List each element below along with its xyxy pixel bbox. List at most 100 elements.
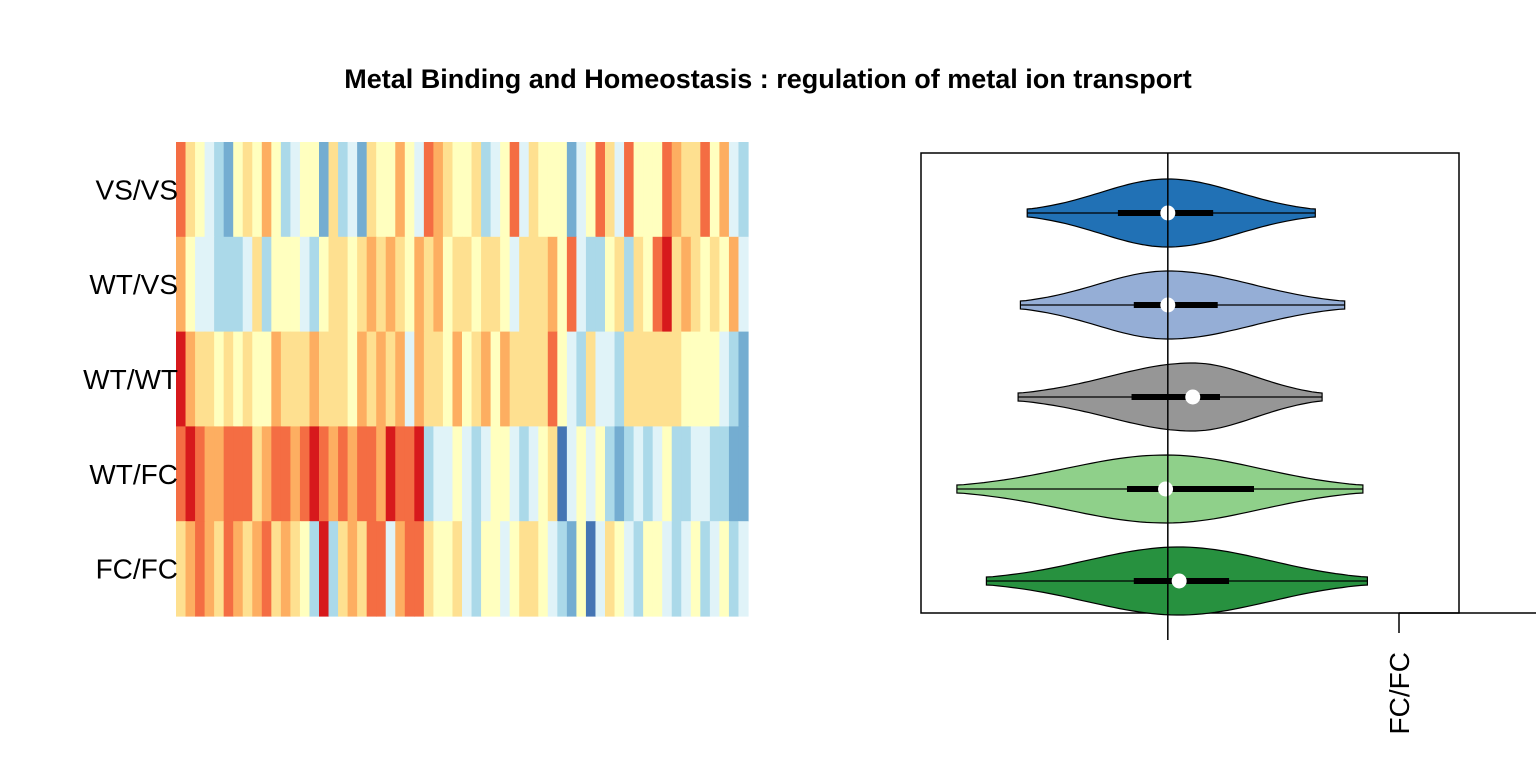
heatmap-cell: [252, 331, 263, 427]
heatmap-cell: [624, 331, 635, 427]
heatmap-cell: [338, 426, 349, 522]
heatmap-cell: [404, 236, 415, 333]
heatmap-cell: [471, 331, 482, 427]
heatmap-cell: [204, 331, 215, 427]
heatmap-cell: [500, 331, 511, 427]
heatmap-cell: [585, 426, 597, 522]
heatmap-cell: [719, 331, 730, 427]
heatmap-cell: [423, 236, 434, 333]
heatmap-cell: [433, 236, 444, 333]
heatmap-cell: [242, 426, 253, 522]
heatmap-cell: [442, 331, 454, 427]
heatmap-cell: [490, 521, 501, 617]
heatmap-cell: [709, 521, 720, 617]
heatmap-cell: [500, 142, 511, 238]
heatmap-cell: [376, 521, 387, 617]
heatmap-cell: [633, 142, 644, 238]
heatmap-cell: [595, 236, 606, 333]
heatmap-cell: [176, 236, 187, 333]
heatmap-cell: [547, 331, 558, 427]
heatmap-cell: [376, 236, 387, 333]
heatmap-cell: [328, 521, 339, 617]
chart-title: Metal Binding and Homeostasis : regulati…: [344, 64, 1192, 94]
heatmap-cell: [233, 521, 244, 617]
heatmap-cell: [690, 426, 701, 522]
heatmap-cell: [700, 236, 711, 333]
heatmap-cell: [252, 142, 263, 238]
heatmap-cell: [385, 331, 396, 427]
heatmap-cell: [652, 331, 663, 427]
heatmap-cell: [462, 331, 473, 427]
heatmap-cell: [271, 236, 282, 333]
heatmap-cell: [481, 142, 492, 238]
heatmap-cell: [204, 236, 215, 333]
heatmap-cell: [309, 426, 320, 522]
heatmap-cell: [738, 331, 749, 427]
heatmap-cell: [681, 521, 692, 617]
heatmap-cell: [700, 426, 711, 522]
heatmap-cell: [547, 521, 558, 617]
heatmap-cell: [509, 142, 520, 238]
heatmap-cell: [376, 142, 387, 238]
heatmap-cell: [624, 426, 635, 522]
heatmap-cell: [538, 521, 549, 617]
heatmap-cell: [528, 142, 539, 238]
heatmap-cell: [728, 236, 740, 333]
heatmap-cell: [214, 236, 225, 333]
heatmap-cell: [519, 142, 530, 238]
heatmap-cell: [442, 236, 454, 333]
heatmap-cell: [338, 142, 349, 238]
heatmap-cell: [442, 142, 454, 238]
heatmap-cell: [547, 236, 558, 333]
heatmap-cell: [605, 142, 616, 238]
heatmap-cell: [681, 331, 692, 427]
heatmap-cell: [471, 142, 482, 238]
heatmap-cell: [252, 521, 263, 617]
heatmap-cell: [709, 236, 720, 333]
heatmap-cell: [538, 142, 549, 238]
heatmap-cell: [261, 521, 272, 617]
heatmap-cell: [242, 521, 253, 617]
heatmap-cell: [242, 142, 253, 238]
heatmap-cell: [643, 236, 654, 333]
heatmap-cell: [290, 142, 301, 238]
heatmap-cell: [481, 426, 492, 522]
heatmap-cell: [576, 426, 587, 522]
heatmap-cell: [462, 521, 473, 617]
heatmap-cell: [404, 426, 415, 522]
heatmap-cell: [338, 331, 349, 427]
heatmap-cell: [395, 331, 406, 427]
heatmap-cell: [738, 521, 749, 617]
heatmap-cell: [728, 142, 740, 238]
heatmap-cell: [633, 426, 644, 522]
heatmap-cell: [214, 331, 225, 427]
heatmap-cell: [671, 236, 682, 333]
heatmap-cell: [538, 331, 549, 427]
violin-median: [1171, 573, 1187, 589]
heatmap-cell: [290, 426, 301, 522]
heatmap-cell: [681, 142, 692, 238]
heatmap-cell: [176, 142, 187, 238]
heatmap-cell: [319, 331, 330, 427]
heatmap-cell: [614, 142, 625, 238]
heatmap-cell: [328, 331, 339, 427]
heatmap-cell: [547, 142, 558, 238]
heatmap-cell: [719, 426, 730, 522]
heatmap-cell: [662, 331, 673, 427]
heatmap-cell: [195, 521, 206, 617]
heatmap-cell: [185, 236, 196, 333]
heatmap-cell: [595, 521, 606, 617]
heatmap-cell: [662, 142, 673, 238]
heatmap-cell: [547, 426, 558, 522]
heatmap-cell: [662, 236, 673, 333]
heatmap-cell: [509, 331, 520, 427]
heatmap-row-label: FC/FC: [96, 554, 178, 585]
heatmap-cell: [261, 426, 272, 522]
heatmap-cell: [519, 331, 530, 427]
heatmap-cell: [471, 426, 482, 522]
heatmap-cell: [462, 426, 473, 522]
heatmap-cell: [643, 331, 654, 427]
heatmap-cell: [576, 236, 587, 333]
heatmap-cell: [500, 236, 511, 333]
heatmap-cell: [385, 142, 396, 238]
